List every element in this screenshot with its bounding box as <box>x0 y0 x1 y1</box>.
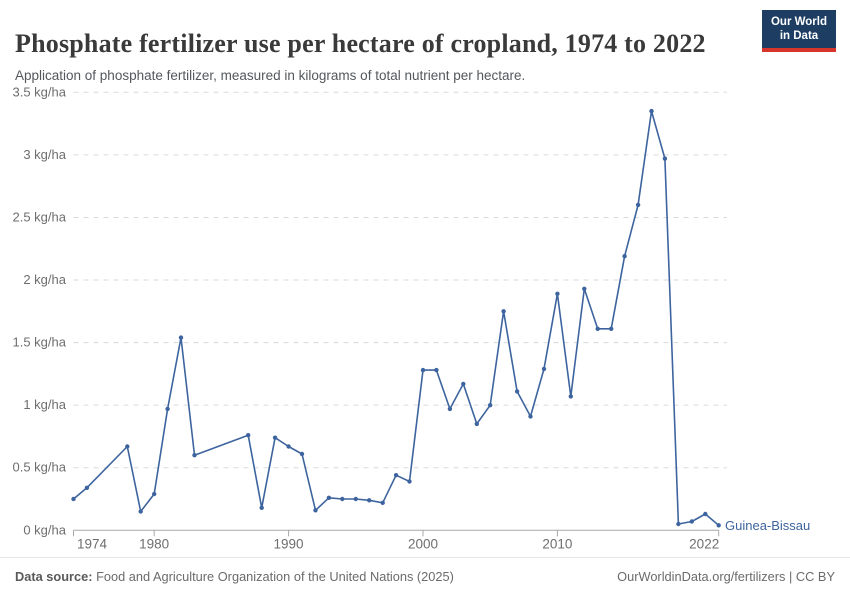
y-axis-tick-label: 2 kg/ha <box>23 272 66 287</box>
series-entity-label: Guinea-Bissau <box>725 518 811 533</box>
data-point[interactable] <box>84 485 90 490</box>
data-point[interactable] <box>461 381 466 387</box>
data-point[interactable] <box>622 254 627 259</box>
y-axis-tick-label: 1.5 kg/ha <box>13 335 67 350</box>
data-point[interactable] <box>286 444 291 449</box>
license-link[interactable]: OurWorldinData.org/fertilizers | CC BY <box>617 569 835 584</box>
data-point[interactable] <box>501 309 506 314</box>
data-point[interactable] <box>407 479 412 484</box>
y-axis-tick-label: 3.5 kg/ha <box>13 84 67 99</box>
data-point[interactable] <box>192 453 197 458</box>
data-point[interactable] <box>434 367 439 373</box>
owid-logo-line1: Our World <box>770 16 827 28</box>
data-point[interactable] <box>595 326 600 331</box>
y-axis-tick-label: 0.5 kg/ha <box>13 460 67 475</box>
x-axis-tick-label: 1980 <box>139 537 169 552</box>
data-point[interactable] <box>259 505 264 510</box>
data-point[interactable] <box>447 406 453 412</box>
data-point[interactable] <box>165 406 170 412</box>
data-source-text: Food and Agriculture Organization of the… <box>92 569 454 584</box>
data-source-label: Data source: <box>15 569 93 584</box>
x-axis-tick-label: 1974 <box>77 537 108 552</box>
data-point[interactable] <box>353 496 358 502</box>
data-point[interactable] <box>393 473 399 478</box>
x-axis-tick-label: 1990 <box>274 537 304 552</box>
data-point[interactable] <box>367 498 372 503</box>
data-point[interactable] <box>649 108 654 114</box>
data-point[interactable] <box>568 394 573 399</box>
data-point[interactable] <box>246 433 251 438</box>
data-point[interactable] <box>716 523 721 528</box>
owid-logo[interactable]: Our World in Data <box>762 10 836 52</box>
series-line <box>72 110 720 527</box>
chart-footer: Data source: Food and Agriculture Organi… <box>0 557 850 600</box>
data-point[interactable] <box>635 202 641 208</box>
data-point[interactable] <box>662 156 668 161</box>
data-point[interactable] <box>555 291 560 296</box>
chart-subtitle: Application of phosphate fertilizer, mea… <box>15 67 526 83</box>
owid-logo-line2: in Data <box>779 30 819 43</box>
y-axis-tick-label: 0 kg/ha <box>23 522 66 537</box>
y-axis-tick-label: 3 kg/ha <box>23 147 66 162</box>
x-axis-tick-label: 2000 <box>408 537 438 552</box>
data-point[interactable] <box>326 495 332 500</box>
data-point[interactable] <box>138 509 143 514</box>
y-axis-tick-label: 1 kg/ha <box>23 397 66 412</box>
data-point[interactable] <box>313 508 318 513</box>
data-point[interactable] <box>272 435 278 440</box>
data-point[interactable] <box>488 403 493 408</box>
data-point[interactable] <box>125 444 130 449</box>
data-point[interactable] <box>609 326 614 331</box>
data-point[interactable] <box>340 496 345 502</box>
data-point[interactable] <box>528 414 533 419</box>
data-point[interactable] <box>474 421 479 427</box>
data-point[interactable] <box>299 451 305 457</box>
x-axis-tick-label: 2010 <box>542 537 572 552</box>
page-title: Phosphate fertilizer use per hectare of … <box>15 29 706 59</box>
data-point[interactable] <box>689 519 694 524</box>
data-point[interactable] <box>703 511 708 517</box>
data-point[interactable] <box>676 521 681 527</box>
data-point[interactable] <box>71 496 76 502</box>
x-axis-tick-label: 2022 <box>689 537 719 552</box>
data-source-note: Data source: Food and Agriculture Organi… <box>15 569 454 584</box>
data-point[interactable] <box>152 491 157 497</box>
data-point[interactable] <box>514 389 520 394</box>
y-axis-tick-label: 2.5 kg/ha <box>13 209 67 224</box>
data-point[interactable] <box>380 500 385 505</box>
data-point[interactable] <box>178 335 184 340</box>
data-point[interactable] <box>582 286 587 291</box>
data-point[interactable] <box>420 367 426 373</box>
data-point[interactable] <box>541 366 547 372</box>
